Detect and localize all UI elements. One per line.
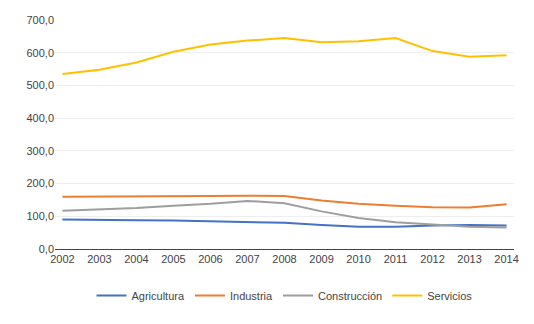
svg-text:Servicios: Servicios bbox=[427, 290, 472, 302]
svg-text:100,0: 100,0 bbox=[26, 210, 54, 222]
svg-text:400,0: 400,0 bbox=[26, 112, 54, 124]
svg-text:2003: 2003 bbox=[87, 253, 111, 265]
svg-text:2011: 2011 bbox=[384, 253, 408, 265]
svg-text:2009: 2009 bbox=[309, 253, 333, 265]
svg-text:2002: 2002 bbox=[50, 253, 74, 265]
svg-text:2012: 2012 bbox=[420, 253, 444, 265]
svg-text:2014: 2014 bbox=[494, 253, 518, 265]
svg-text:2008: 2008 bbox=[272, 253, 296, 265]
svg-text:Construcción: Construcción bbox=[318, 290, 382, 302]
svg-text:0,0: 0,0 bbox=[39, 243, 54, 255]
svg-text:2007: 2007 bbox=[235, 253, 259, 265]
svg-text:600,0: 600,0 bbox=[26, 47, 54, 59]
svg-text:Industria: Industria bbox=[230, 290, 273, 302]
svg-text:2013: 2013 bbox=[457, 253, 481, 265]
svg-text:500,0: 500,0 bbox=[26, 79, 54, 91]
svg-text:2005: 2005 bbox=[161, 253, 185, 265]
svg-text:300,0: 300,0 bbox=[26, 145, 54, 157]
svg-text:Agricultura: Agricultura bbox=[132, 290, 185, 302]
svg-text:2004: 2004 bbox=[124, 253, 148, 265]
svg-text:200,0: 200,0 bbox=[26, 177, 54, 189]
svg-text:2010: 2010 bbox=[346, 253, 370, 265]
svg-text:2006: 2006 bbox=[198, 253, 222, 265]
svg-text:700,0: 700,0 bbox=[26, 14, 54, 26]
